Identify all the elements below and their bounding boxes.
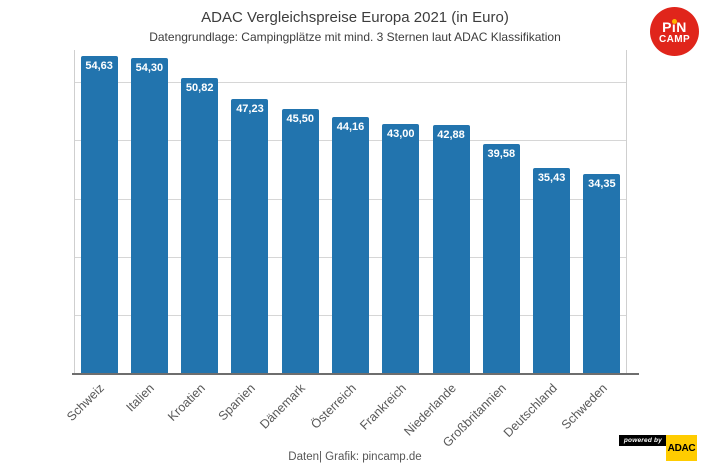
bar-value-label: 34,35 bbox=[588, 178, 616, 191]
bar-chart-plot-area: 54,63 54,30 50,82 47,23 45,50 44,16 43,00 42,88… bbox=[72, 50, 639, 375]
bar-österreich: 44,16 bbox=[332, 117, 369, 374]
bar-value-label: 50,82 bbox=[185, 82, 214, 95]
plot-left-edge-line bbox=[74, 50, 75, 374]
chart-subtitle: Datengrundlage: Campingplätze mit mind. … bbox=[149, 30, 561, 44]
bar-value-label: 54,63 bbox=[85, 60, 113, 73]
bar-großbritannien: 39,58 bbox=[482, 143, 520, 374]
bar-value-label: 39,58 bbox=[487, 147, 516, 160]
bar-value-label: 44,16 bbox=[336, 121, 365, 134]
gridline-50 bbox=[74, 82, 627, 84]
bar-value-label: 42,88 bbox=[437, 128, 465, 141]
bar-value-label: 35,43 bbox=[537, 171, 566, 184]
chart-title: ADAC Vergleichspreise Europa 2021 (in Eu… bbox=[201, 9, 509, 26]
bar-value-label: 54,30 bbox=[135, 62, 164, 75]
pincamp-logo-i-dot-icon bbox=[672, 19, 677, 24]
bar-niederlande: 42,88 bbox=[432, 124, 470, 374]
plot-right-edge-line bbox=[626, 50, 627, 374]
bar-spanien: 47,23 bbox=[231, 99, 269, 374]
bar-kroatien: 50,82 bbox=[181, 78, 219, 374]
powered-by-label: powered by bbox=[618, 435, 666, 446]
pincamp-logo-text-pin: PiN bbox=[662, 18, 687, 35]
bar-value-label: 43,00 bbox=[387, 127, 415, 140]
bar-value-label: 47,23 bbox=[236, 103, 264, 116]
adac-logo: ADAC bbox=[666, 435, 697, 461]
powered-by-adac-badge: powered by ADAC bbox=[618, 435, 697, 461]
pincamp-logo-text-camp: CAMP bbox=[658, 33, 691, 45]
bar-dänemark: 45,50 bbox=[281, 109, 319, 374]
bar-italien: 54,30 bbox=[130, 58, 168, 374]
bar-value-label: 45,50 bbox=[286, 113, 314, 126]
pincamp-logo: PiN CAMP bbox=[650, 7, 699, 56]
bar-frankreich: 43,00 bbox=[382, 123, 420, 374]
x-axis-baseline bbox=[72, 373, 639, 375]
bar-deutschland: 35,43 bbox=[533, 167, 571, 374]
source-caption: Daten| Grafik: pincamp.de bbox=[288, 451, 422, 463]
bar-schweden: 34,35 bbox=[583, 174, 621, 374]
bar-schweiz: 54,63 bbox=[80, 56, 118, 374]
